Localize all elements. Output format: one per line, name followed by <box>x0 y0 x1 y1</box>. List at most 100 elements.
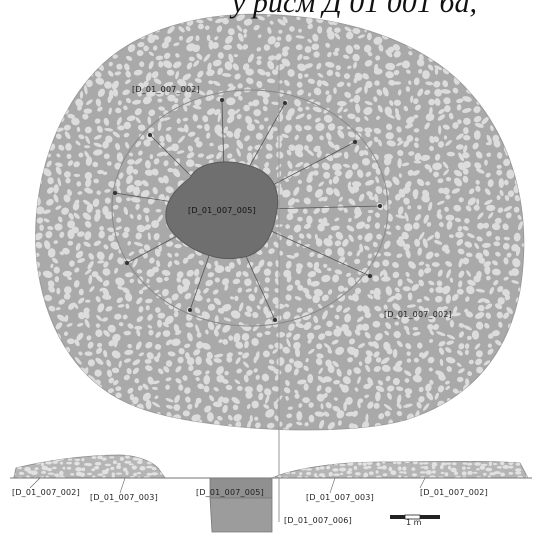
stone <box>202 430 211 439</box>
stone <box>217 52 224 59</box>
stone <box>457 350 463 356</box>
stone <box>78 288 84 296</box>
section-stone <box>465 455 472 456</box>
stone <box>114 267 119 274</box>
section-stone <box>139 466 146 471</box>
stone <box>126 115 136 122</box>
stone <box>508 134 514 141</box>
section-stone <box>403 471 407 474</box>
stone <box>101 317 109 322</box>
stone <box>357 234 363 240</box>
stone <box>132 99 142 105</box>
stone <box>118 360 122 368</box>
stone <box>325 61 335 68</box>
stone <box>225 384 233 391</box>
stone <box>383 156 392 166</box>
stone <box>286 332 292 338</box>
stone <box>165 384 170 390</box>
stone <box>484 53 490 60</box>
section-stone <box>20 455 26 460</box>
stone <box>224 61 233 71</box>
stone <box>197 429 205 430</box>
stone <box>334 144 340 151</box>
stone <box>75 375 85 383</box>
section-stone <box>86 463 92 467</box>
section-stone <box>55 452 61 454</box>
stone <box>328 234 333 240</box>
stone <box>446 405 457 414</box>
stone <box>373 127 382 134</box>
stone <box>95 98 102 107</box>
stone <box>76 231 85 237</box>
stone <box>456 376 464 383</box>
stone <box>396 314 401 320</box>
stone <box>212 59 222 67</box>
stone <box>455 49 459 59</box>
stone <box>382 259 390 267</box>
stone <box>196 124 203 129</box>
stone <box>293 341 301 350</box>
stone <box>313 434 321 439</box>
stone <box>317 376 326 384</box>
stone <box>379 270 384 277</box>
stone <box>174 14 180 15</box>
stone <box>124 63 130 71</box>
stone <box>55 89 62 96</box>
stone <box>123 330 132 336</box>
stone <box>57 77 64 84</box>
stone <box>56 153 61 158</box>
stone <box>501 369 510 376</box>
stone <box>506 51 515 56</box>
section-stone <box>288 462 292 466</box>
stone <box>206 351 213 360</box>
stone <box>226 115 235 124</box>
stone <box>243 33 247 38</box>
stone <box>162 175 169 184</box>
stone <box>413 312 421 321</box>
stone <box>498 321 503 328</box>
stone <box>351 163 359 170</box>
section-stone <box>373 457 380 460</box>
stone <box>502 351 512 357</box>
stone <box>233 130 241 140</box>
stone <box>266 422 275 429</box>
stone <box>384 330 390 336</box>
stone <box>132 367 140 375</box>
stone <box>458 421 465 428</box>
stone <box>255 374 260 380</box>
section-stone <box>511 455 516 459</box>
stone <box>207 303 216 311</box>
stone <box>275 303 285 310</box>
stone <box>159 135 165 143</box>
stone <box>353 367 361 374</box>
stone <box>75 243 81 251</box>
stone <box>145 365 153 372</box>
stone <box>163 52 171 59</box>
stone <box>256 59 262 66</box>
stone <box>158 61 164 68</box>
stone <box>306 261 313 268</box>
stone <box>296 307 303 313</box>
stone <box>285 379 290 387</box>
stone <box>197 153 205 158</box>
stone <box>490 125 494 132</box>
stone <box>286 213 294 221</box>
section-stone <box>24 467 31 472</box>
stone <box>425 251 434 260</box>
stone <box>85 79 93 88</box>
stone <box>221 278 230 286</box>
stone <box>526 284 532 290</box>
stone <box>127 159 135 165</box>
stone <box>385 49 393 58</box>
stone <box>58 144 65 151</box>
stone <box>381 276 391 282</box>
stone <box>428 201 433 211</box>
stone <box>163 276 169 282</box>
stone <box>343 73 351 80</box>
stone <box>224 284 229 291</box>
stone <box>68 302 75 310</box>
stone <box>361 275 369 283</box>
stone <box>427 64 434 71</box>
section-stone <box>222 456 226 460</box>
stone <box>440 89 451 94</box>
